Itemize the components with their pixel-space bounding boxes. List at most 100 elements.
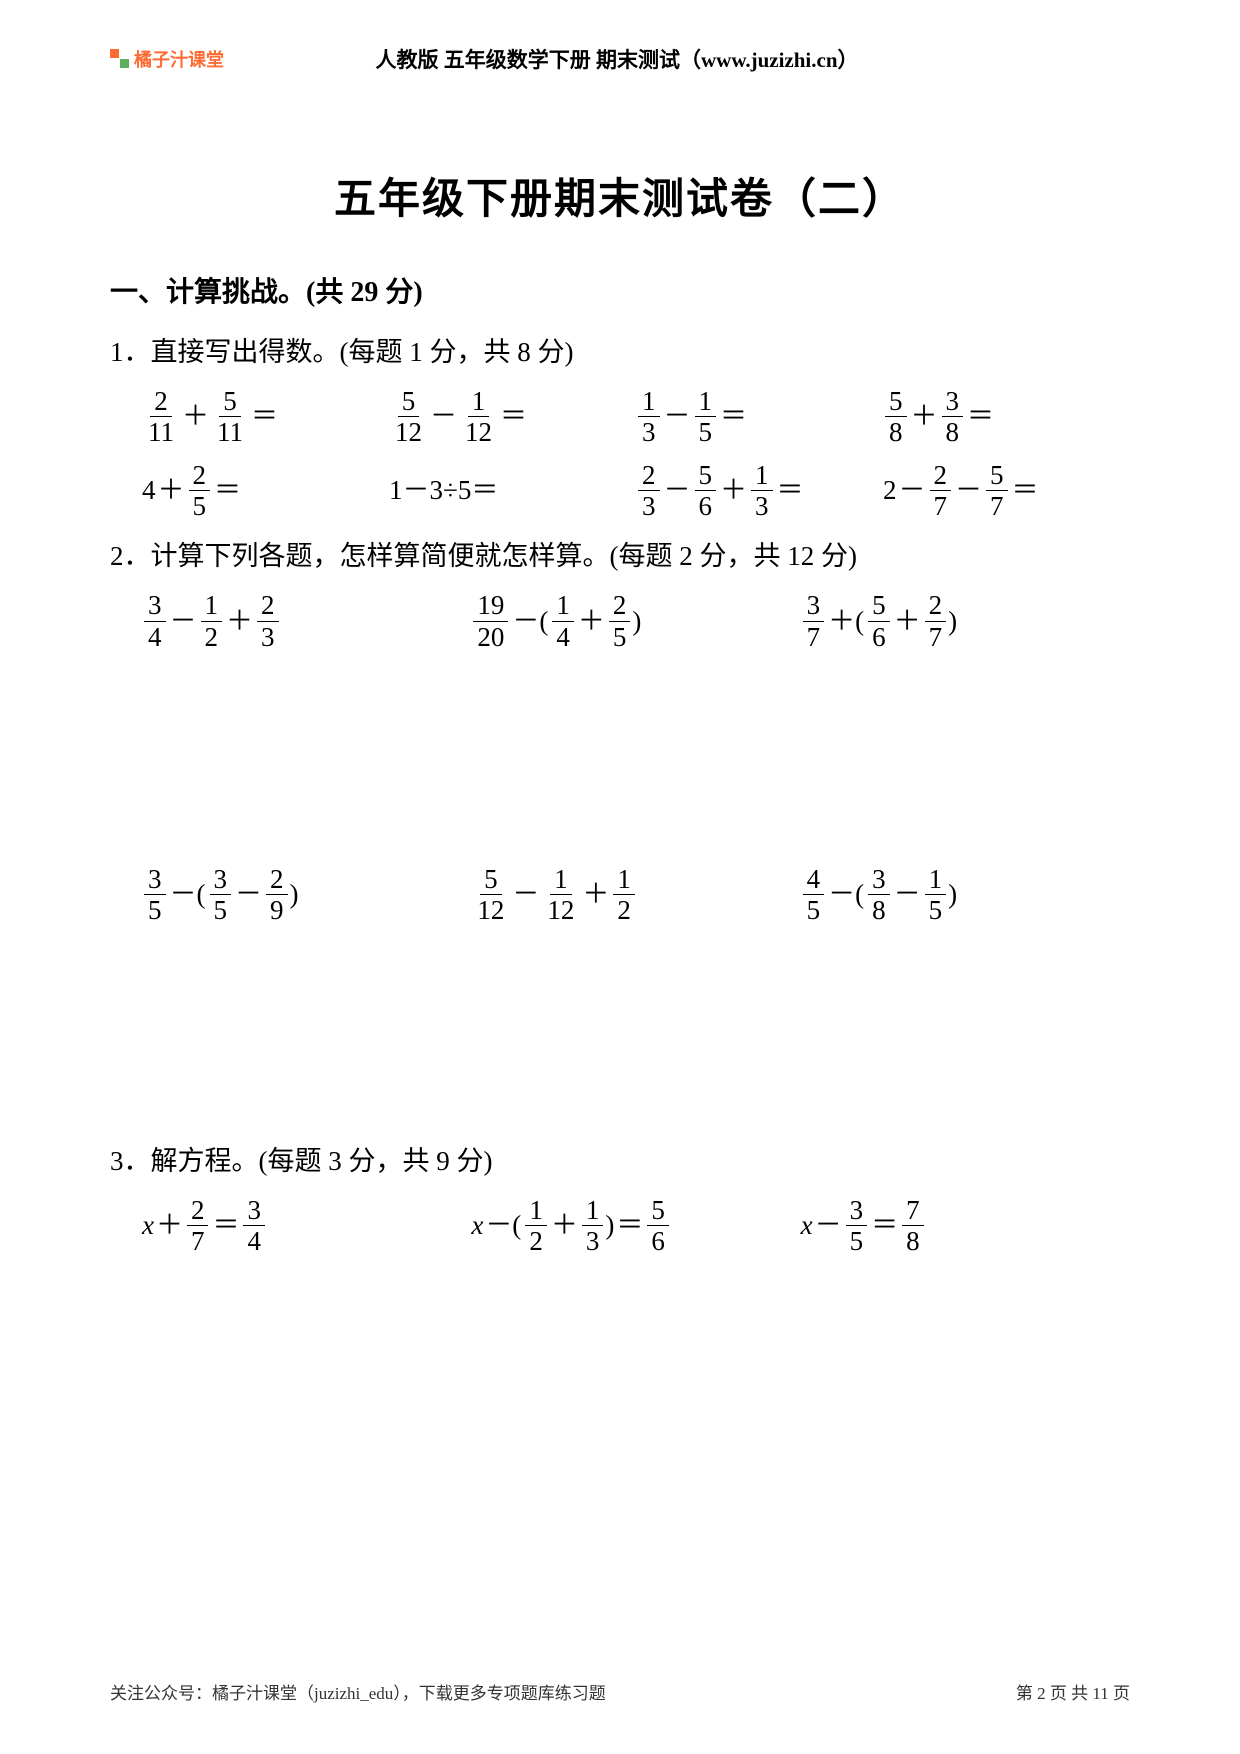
- q3-row1: x ＋ 27 ＝ 34 x －( 12 ＋ 13 ) ＝ 56 x － 35 ＝…: [110, 1196, 1130, 1256]
- denominator: 8: [868, 895, 890, 924]
- q3-title: 3．解方程。(每题 3 分，共 9 分): [110, 1139, 1130, 1178]
- operator: －: [815, 1212, 842, 1239]
- q1-row2: 4 ＋ 25 ＝ 1－3÷5＝ 23 － 56 ＋ 13 ＝ 2 － 27 － …: [110, 461, 1130, 521]
- operator: ＋: [156, 1212, 183, 1239]
- denominator: 5: [846, 1226, 868, 1255]
- q2-r2-e1: 35 －( 35 － 29 ): [142, 865, 471, 925]
- operator: －: [894, 881, 921, 908]
- equals: ＝: [1012, 477, 1039, 504]
- numerator: 1: [925, 865, 947, 895]
- equals: ＝: [967, 403, 994, 430]
- operator: －: [664, 477, 691, 504]
- operator: ＋: [578, 608, 605, 635]
- denominator: 3: [638, 491, 660, 520]
- denominator: 11: [213, 417, 247, 446]
- numerator: 3: [846, 1196, 868, 1226]
- denominator: 3: [638, 417, 660, 446]
- denominator: 6: [647, 1226, 669, 1255]
- operator: －: [899, 477, 926, 504]
- denominator: 2: [525, 1226, 547, 1255]
- denominator: 5: [210, 895, 232, 924]
- denominator: 8: [942, 417, 964, 446]
- numerator: 2: [189, 461, 211, 491]
- q1-row1: 211 ＋ 511 ＝ 512 － 112 ＝ 13 － 15 ＝ 58 ＋ 3…: [110, 387, 1130, 447]
- numerator: 3: [144, 591, 166, 621]
- section-1-title: 一、计算挑战。(共 29 分): [110, 270, 1130, 310]
- q1-r2-e4: 2 － 27 － 57 ＝: [883, 461, 1130, 521]
- denominator: 11: [144, 417, 178, 446]
- close-paren: ): [632, 608, 641, 635]
- denominator: 5: [144, 895, 166, 924]
- numerator: 1: [525, 1196, 547, 1226]
- equals: ＝: [251, 403, 278, 430]
- operator: －(: [170, 881, 206, 908]
- close-paren: ): [290, 881, 299, 908]
- numerator: 5: [885, 387, 907, 417]
- denominator: 5: [695, 417, 717, 446]
- denominator: 9: [266, 895, 288, 924]
- q1-r2-e3: 23 － 56 ＋ 13 ＝: [636, 461, 883, 521]
- numerator: 2: [187, 1196, 209, 1226]
- workspace: [110, 665, 1130, 865]
- denominator: 12: [473, 895, 508, 924]
- main-title: 五年级下册期末测试卷（二）: [0, 165, 1240, 226]
- variable-x: x: [801, 1212, 813, 1239]
- operator: ＋: [894, 608, 921, 635]
- numerator: 1: [751, 461, 773, 491]
- variable-x: x: [142, 1212, 154, 1239]
- q2-r1-e2: 1920 －( 14 ＋ 25 ): [471, 591, 800, 651]
- numerator: 5: [647, 1196, 669, 1226]
- denominator: 12: [461, 417, 496, 446]
- denominator: 7: [986, 491, 1008, 520]
- close-paren: ): [948, 881, 957, 908]
- whole-number: 4: [142, 477, 156, 504]
- close-paren: ): [948, 608, 957, 635]
- numerator: 1: [613, 865, 635, 895]
- denominator: 5: [925, 895, 947, 924]
- expression-text: 1－3÷5＝: [389, 477, 498, 504]
- equals: ＝: [777, 477, 804, 504]
- numerator: 3: [868, 865, 890, 895]
- q1-r1-e3: 13 － 15 ＝: [636, 387, 883, 447]
- footer-left: 关注公众号：橘子汁课堂（juzizhi_edu），下载更多专项题库练习题: [110, 1679, 606, 1704]
- numerator: 1: [550, 865, 572, 895]
- operator: －: [512, 881, 539, 908]
- denominator: 2: [613, 895, 635, 924]
- q3-r1-e3: x － 35 ＝ 78: [801, 1196, 1130, 1256]
- q1-r1-e2: 512 － 112 ＝: [389, 387, 636, 447]
- denominator: 4: [243, 1226, 265, 1255]
- denominator: 3: [257, 622, 279, 651]
- numerator: 2: [930, 461, 952, 491]
- q2-row2: 35 －( 35 － 29 ) 512 － 112 ＋ 12 45 －( 38 …: [110, 865, 1130, 925]
- numerator: 3: [210, 865, 232, 895]
- operator: －(: [512, 608, 548, 635]
- q1-r1-e4: 58 ＋ 38 ＝: [883, 387, 1130, 447]
- operator: ＋: [158, 477, 185, 504]
- q1-title: 1．直接写出得数。(每题 1 分，共 8 分): [110, 330, 1130, 369]
- numerator: 2: [609, 591, 631, 621]
- equals: ＝: [212, 1212, 239, 1239]
- numerator: 2: [257, 591, 279, 621]
- variable-x: x: [471, 1212, 483, 1239]
- q1-r2-e1: 4 ＋ 25 ＝: [142, 461, 389, 521]
- denominator: 5: [609, 622, 631, 651]
- q3-r1-e2: x －( 12 ＋ 13 ) ＝ 56: [471, 1196, 800, 1256]
- numerator: 5: [868, 591, 890, 621]
- q3-r1-e1: x ＋ 27 ＝ 34: [142, 1196, 471, 1256]
- operator: －(: [828, 881, 864, 908]
- operator: －: [235, 881, 262, 908]
- numerator: 3: [942, 387, 964, 417]
- numerator: 1: [638, 387, 660, 417]
- numerator: 4: [803, 865, 825, 895]
- denominator: 6: [695, 491, 717, 520]
- header-title: 人教版 五年级数学下册 期末测试（www.juzizhi.cn）: [104, 44, 1130, 74]
- denominator: 12: [391, 417, 426, 446]
- q2-row1: 34 － 12 ＋ 23 1920 －( 14 ＋ 25 ) 37 ＋( 56 …: [110, 591, 1130, 651]
- logo-icon: [110, 49, 130, 69]
- numerator: 5: [219, 387, 241, 417]
- equals: ＝: [720, 403, 747, 430]
- numerator: 5: [398, 387, 420, 417]
- numerator: 2: [266, 865, 288, 895]
- q1-r2-e2: 1－3÷5＝: [389, 461, 636, 521]
- numerator: 2: [925, 591, 947, 621]
